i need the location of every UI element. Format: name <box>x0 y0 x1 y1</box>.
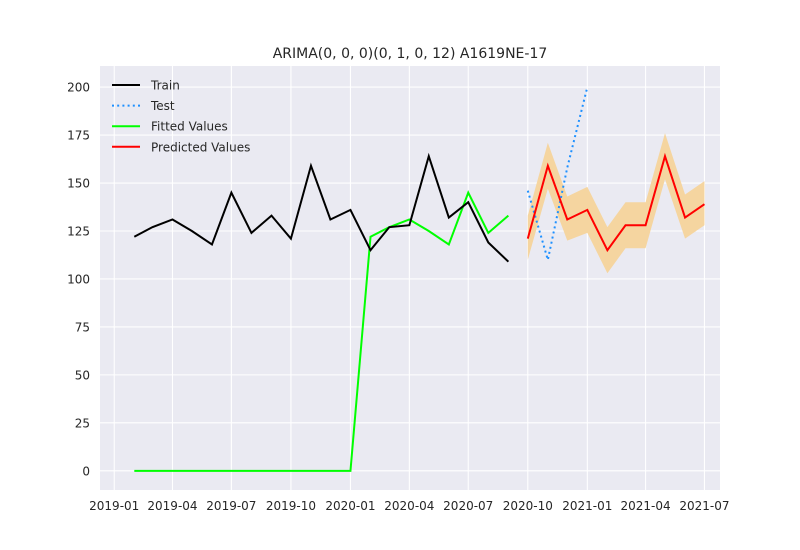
x-tick-label: 2021-01 <box>562 499 612 513</box>
y-tick-label: 200 <box>67 81 90 95</box>
legend-item-predicted-values: Predicted Values <box>112 140 250 154</box>
legend-label: Train <box>150 79 180 93</box>
chart-title: ARIMA(0, 0, 0)(0, 1, 0, 12) A1619NE-17 <box>273 46 548 62</box>
predicted-values-line <box>526 152 706 253</box>
x-tick-label: 2020-01 <box>325 499 375 513</box>
x-tick-label: 2021-04 <box>621 499 671 513</box>
x-tick-label: 2020-07 <box>443 499 493 513</box>
x-axis-ticks: 2019-01 2019-04 2019-07 2019-10 2020-01 2020-… <box>89 499 729 513</box>
plot-area <box>100 66 720 490</box>
x-tick-label: 2019-10 <box>266 499 316 513</box>
legend-label: Test <box>150 99 175 113</box>
x-tick-label: 2019-04 <box>147 499 197 513</box>
y-tick-label: 100 <box>67 272 90 286</box>
y-tick-label: 75 <box>75 320 90 334</box>
x-tick-label: 2020-04 <box>384 499 434 513</box>
y-tick-label: 150 <box>67 177 90 191</box>
x-tick-label: 2019-07 <box>206 499 256 513</box>
legend-item-test: Test <box>112 99 175 113</box>
x-tick-label: 2020-10 <box>503 499 553 513</box>
legend-label: Fitted Values <box>151 120 228 134</box>
confidence-band-layer <box>527 133 705 274</box>
y-tick-label: 175 <box>67 129 90 143</box>
y-tick-label: 0 <box>82 464 90 478</box>
legend-item-train: Train <box>112 79 180 93</box>
y-tick-label: 50 <box>75 368 90 382</box>
y-tick-label: 125 <box>67 224 90 238</box>
y-tick-label: 25 <box>75 416 90 430</box>
y-axis-ticks: 0 25 50 75 100 125 150 175 200 <box>67 81 90 479</box>
series-lines-layer <box>133 86 706 472</box>
legend: Train Test Fitted Values Predicted Values <box>112 79 250 154</box>
legend-item-fitted-values: Fitted Values <box>112 120 228 134</box>
fitted-values-line <box>134 190 510 472</box>
x-tick-label: 2019-01 <box>89 499 139 513</box>
train-line <box>133 152 510 263</box>
predicted-values-confidence-band <box>527 133 705 274</box>
x-tick-label: 2021-07 <box>679 499 729 513</box>
legend-label: Predicted Values <box>151 140 250 154</box>
